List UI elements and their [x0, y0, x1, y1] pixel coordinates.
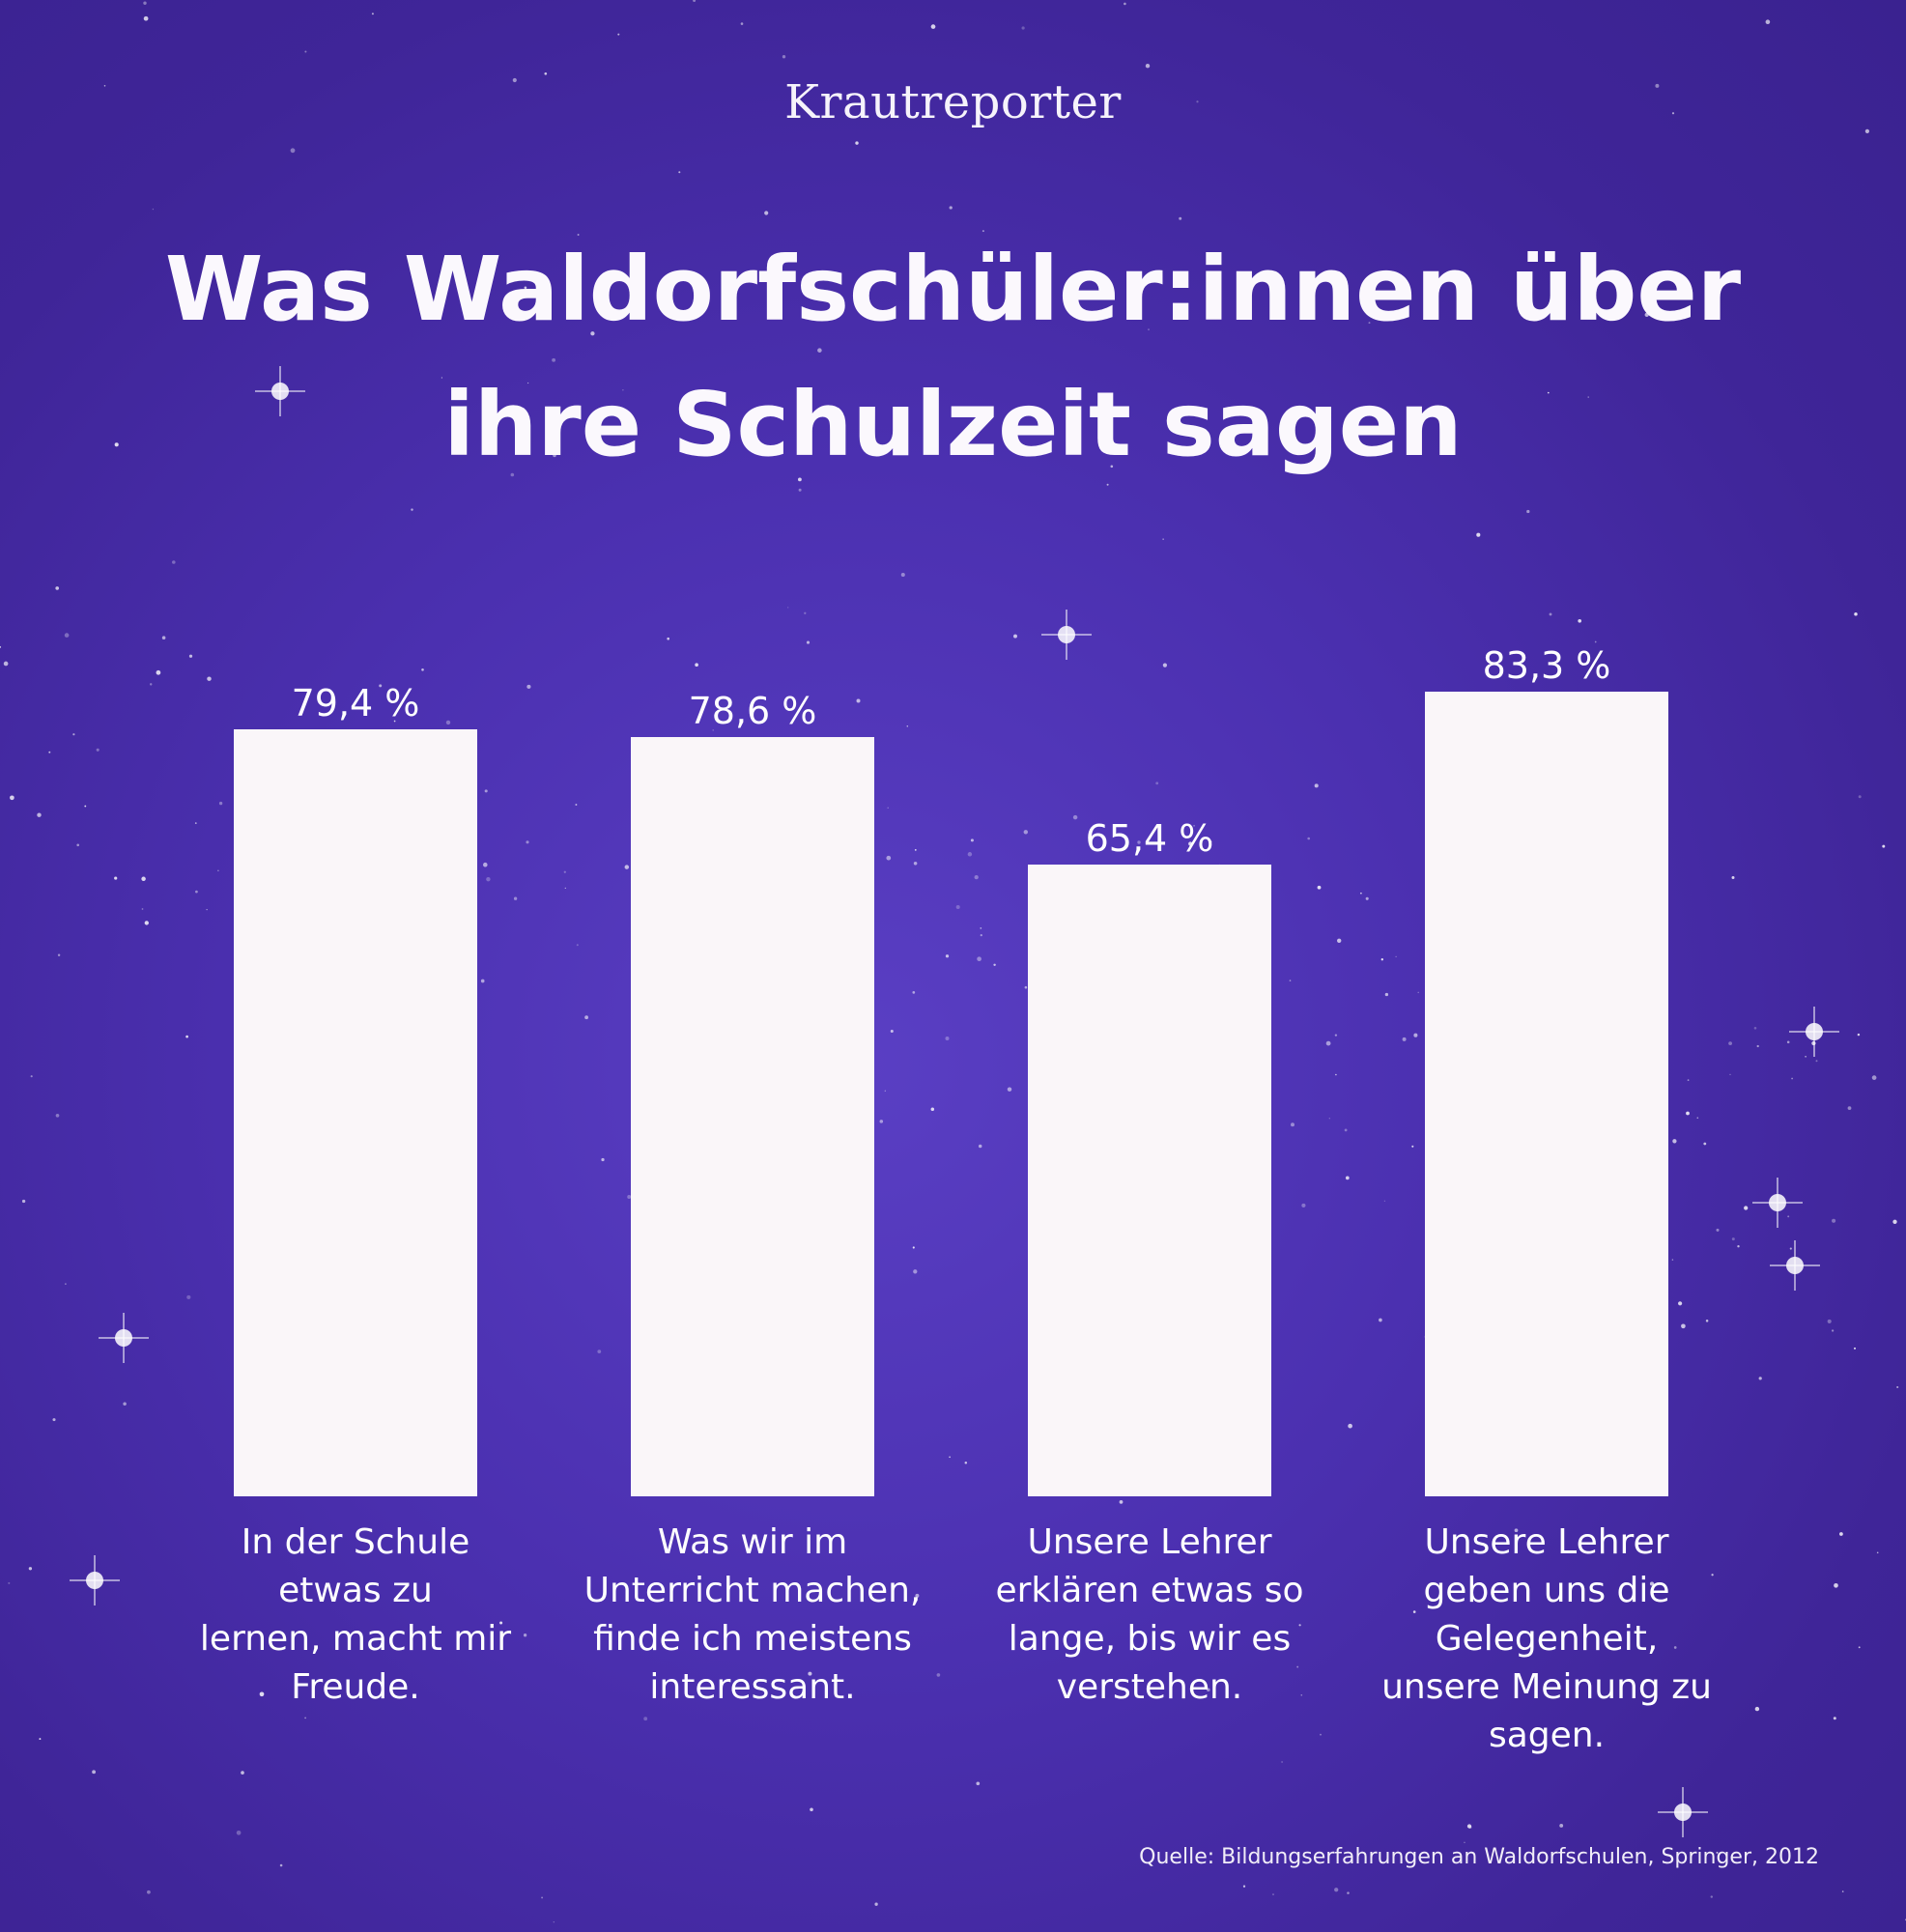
- bar-1: [234, 729, 477, 1496]
- brand-logo: Krautreporter: [784, 75, 1122, 129]
- category-label-3-line-3: lange, bis wir es: [1009, 1619, 1291, 1659]
- category-label-4-line-2: geben uns die: [1423, 1571, 1669, 1610]
- category-label-3-line-1: Unsere Lehrer: [1027, 1522, 1271, 1562]
- chart-title: Was Waldorfschüler:innen über ihre Schul…: [164, 238, 1742, 476]
- category-label-1-line-2: etwas zu: [278, 1571, 433, 1610]
- category-label-3-line-4: verstehen.: [1057, 1667, 1243, 1707]
- bar-value-label-1: 79,4 %: [292, 682, 420, 724]
- category-label-4-line-5: sagen.: [1489, 1716, 1605, 1755]
- bar-2: [631, 737, 874, 1496]
- bar-value-label-3: 65,4 %: [1086, 817, 1214, 860]
- category-label-2-line-4: interessant.: [649, 1667, 855, 1707]
- category-label-4-line-3: Gelegenheit,: [1436, 1619, 1659, 1659]
- category-label-1-line-1: In der Schule: [242, 1522, 470, 1562]
- category-label-2-line-3: finde ich meistens: [593, 1619, 912, 1659]
- bar-4: [1425, 692, 1668, 1496]
- bar-value-label-4: 83,3 %: [1483, 644, 1611, 687]
- source-note: Quelle: Bildungserfahrungen an Waldorfsc…: [1139, 1845, 1819, 1869]
- category-label-1-line-4: Freude.: [291, 1667, 420, 1707]
- category-label-3-line-2: erklären etwas so: [995, 1571, 1303, 1610]
- category-label-4-line-4: unsere Meinung zu: [1381, 1667, 1712, 1707]
- category-label-4-line-1: Unsere Lehrer: [1424, 1522, 1668, 1562]
- category-label-2-line-1: Was wir im: [658, 1522, 847, 1562]
- category-label-1-line-3: lernen, macht mir: [200, 1619, 511, 1659]
- bar-3: [1028, 865, 1271, 1496]
- category-label-2-line-2: Unterricht machen,: [584, 1571, 922, 1610]
- bar-value-label-2: 78,6 %: [689, 690, 817, 732]
